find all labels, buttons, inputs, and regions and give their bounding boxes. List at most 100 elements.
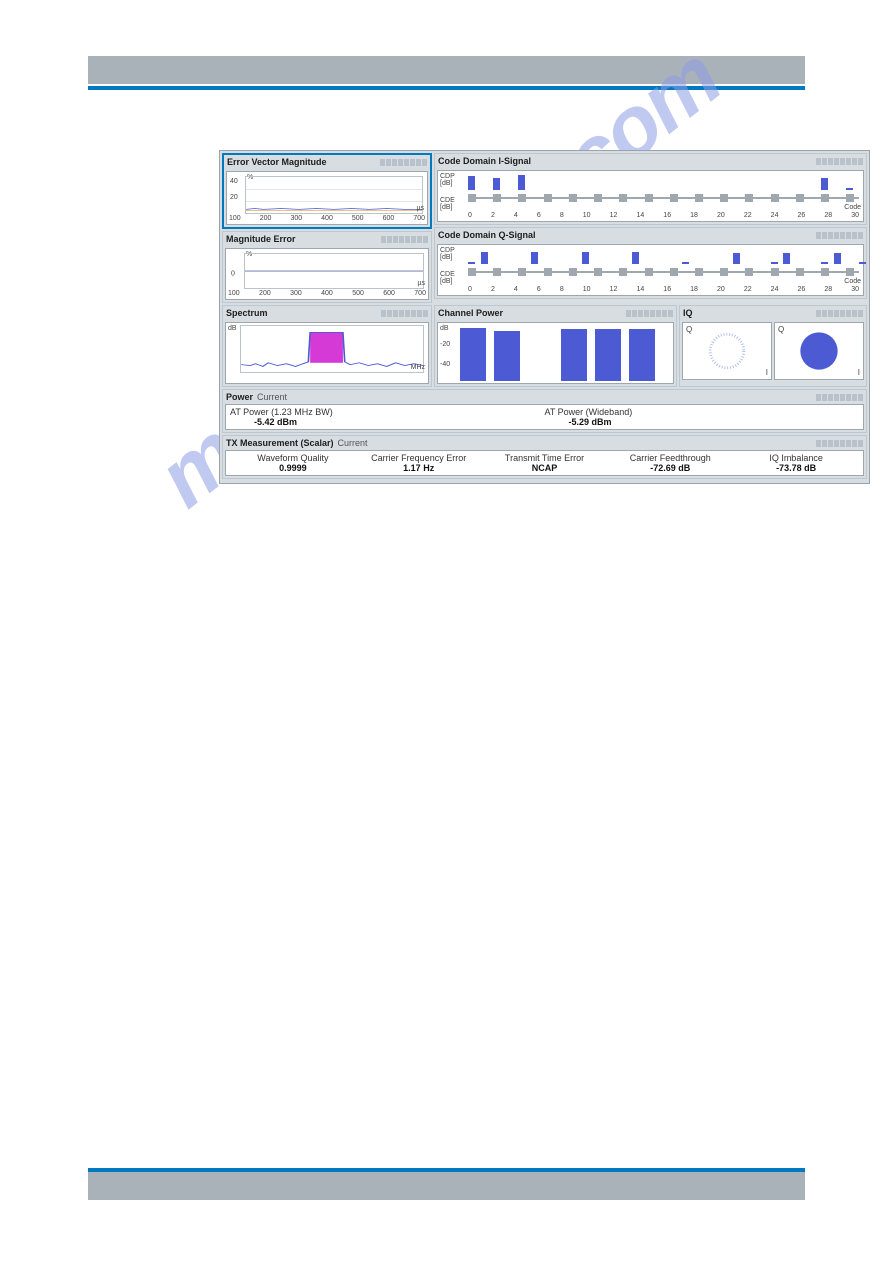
cd-bar [531,252,538,264]
me-xt-5: 600 [383,290,395,299]
cd-bar [859,262,866,264]
cp-bar [595,329,621,381]
cp-y-tick-0: -20 [440,341,450,348]
iq-title: IQ [683,308,693,318]
cdq-y-axis: CDP [dB] CDE [dB] [440,247,466,285]
cd-marker [569,268,577,276]
cd-bar [821,262,828,264]
evm-panel[interactable]: Error Vector Magnitude 40 20 % [222,153,432,229]
iq-q-label-2: Q [778,325,784,334]
tx-cell-3: Carrier Feedthrough -72.69 dB [607,453,733,473]
iq-ring-svg [683,323,771,379]
cd-xt: 14 [636,286,644,295]
evm-xt-5: 600 [383,215,395,224]
cp-chart: dB -20 -40 [437,322,674,384]
iq-cloud-svg [775,323,863,379]
tx-lbl-0: Waveform Quality [230,453,356,463]
cdi-y-lbl-1: CDE [dB] [440,197,466,211]
evm-y-tick-1: 20 [230,194,238,201]
cd-xt: 26 [798,286,806,295]
panel-dots-icon [626,310,673,317]
col-left: Error Vector Magnitude 40 20 % [222,153,432,303]
spectrum-y-unit: dB [228,325,237,332]
tx-cell-2: Transmit Time Error NCAP [482,453,608,473]
iq-title-bar: IQ [680,306,866,320]
cd-bar [783,253,790,264]
cd-marker [645,194,653,202]
cd-marker [720,194,728,202]
cd-xt: 4 [514,286,518,295]
cd-xt: 4 [514,212,518,221]
cdi-chart: CDP [dB] CDE [dB] Code 02468101214161820… [437,170,864,222]
evm-xt-0: 100 [229,215,241,224]
tx-cell-0: Waveform Quality 0.9999 [230,453,356,473]
channel-power-panel[interactable]: Channel Power dB -20 -40 [434,305,677,387]
panel-dots-icon [816,310,863,317]
power-val-0: -5.42 dBm [230,417,545,427]
spectrum-plot [240,325,424,373]
power-panel[interactable]: Power Current AT Power (1.23 MHz BW) -5.… [222,389,867,433]
cdq-x-axis: 024681012141618202224262830 [468,286,859,295]
power-cell-1: AT Power (Wideband) -5.29 dBm [545,407,860,427]
cp-title: Channel Power [438,308,503,318]
cd-xt: 24 [771,286,779,295]
cd-marker [846,194,854,202]
cd-bar [493,178,500,190]
spectrum-panel[interactable]: Spectrum dB MHz [222,305,432,387]
cd-marker [695,268,703,276]
me-xt-6: 700 [414,290,426,299]
measurement-overview-window: Error Vector Magnitude 40 20 % [219,150,870,484]
cdq-y-lbl-1: CDE [dB] [440,271,466,285]
cd-marker [695,194,703,202]
cd-marker [468,194,476,202]
row-top: Error Vector Magnitude 40 20 % [222,153,867,303]
power-lbl-0: AT Power (1.23 MHz BW) [230,407,545,417]
iq-i-label-1: I [766,368,768,377]
cdq-title: Code Domain Q-Signal [438,230,536,240]
cd-marker [619,268,627,276]
cdi-title-bar: Code Domain I-Signal [435,154,866,168]
panel-dots-icon [381,310,428,317]
cdi-plot [468,173,859,211]
cd-bar [481,252,488,264]
me-plot [244,253,424,289]
tx-body: Waveform Quality 0.9999 Carrier Frequenc… [225,450,864,476]
cd-xt: 26 [798,212,806,221]
cdi-y-axis: CDP [dB] CDE [dB] [440,173,466,211]
power-title-bar: Power Current [223,390,866,404]
iq-constellation-cloud: Q I [774,322,864,380]
me-y-tick-0: 0 [231,271,235,278]
cd-xt: 16 [663,212,671,221]
me-xt-3: 400 [321,290,333,299]
cp-y-tick-1: -40 [440,361,450,368]
tx-panel[interactable]: TX Measurement (Scalar) Current Waveform… [222,435,867,479]
tx-val-2: NCAP [482,463,608,473]
cdi-panel[interactable]: Code Domain I-Signal CDP [dB] CDE [dB] C… [434,153,867,225]
cd-marker [518,268,526,276]
cdq-title-bar: Code Domain Q-Signal [435,228,866,242]
cd-marker [771,194,779,202]
cd-xt: 18 [690,286,698,295]
tx-lbl-4: IQ Imbalance [733,453,859,463]
panel-dots-icon [816,440,863,447]
cd-xt: 2 [491,286,495,295]
cdi-title: Code Domain I-Signal [438,156,531,166]
cd-xt: 22 [744,212,752,221]
evm-y-tick-0: 40 [230,178,238,185]
cd-xt: 24 [771,212,779,221]
spectrum-chart: dB MHz [225,322,429,384]
cd-xt: 12 [610,212,618,221]
cd-xt: 0 [468,212,472,221]
cd-bar [632,252,639,264]
cp-plot [456,325,669,381]
cp-title-bar: Channel Power [435,306,676,320]
evm-x-axis: 100 200 300 400 500 600 700 [227,215,427,224]
iq-panel[interactable]: IQ Q I Q I [679,305,867,387]
me-panel[interactable]: Magnitude Error 0 % µs 100 200 [222,231,432,303]
evm-xt-3: 400 [321,215,333,224]
cd-xt: 2 [491,212,495,221]
cdq-y-lbl-0: CDP [dB] [440,247,466,261]
cdq-panel[interactable]: Code Domain Q-Signal CDP [dB] CDE [dB] C… [434,227,867,299]
me-xt-4: 500 [352,290,364,299]
cp-bar [460,328,486,381]
